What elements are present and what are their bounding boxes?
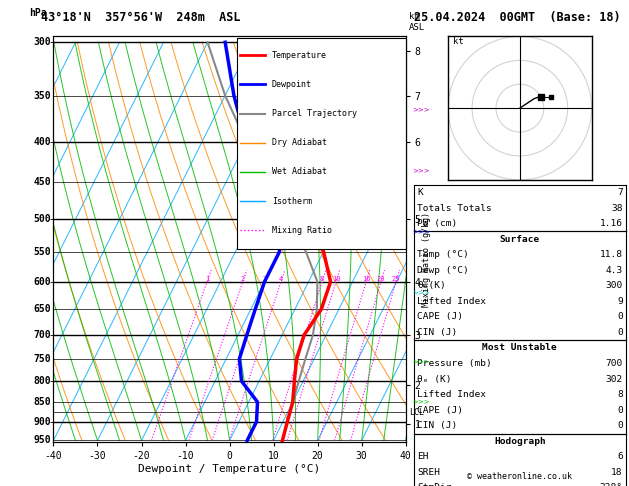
Text: >>>: >>> (412, 358, 430, 364)
Text: 400: 400 (33, 137, 51, 147)
Text: >>>: >>> (412, 228, 430, 234)
Text: Surface: Surface (500, 235, 540, 243)
Text: 10: 10 (331, 276, 340, 282)
Text: 7: 7 (617, 188, 623, 197)
Text: 16: 16 (362, 276, 370, 282)
Text: 20: 20 (377, 276, 385, 282)
Text: EH: EH (417, 452, 428, 461)
Text: Lifted Index: Lifted Index (417, 297, 486, 306)
X-axis label: Dewpoint / Temperature (°C): Dewpoint / Temperature (°C) (138, 464, 321, 474)
Text: 25: 25 (392, 276, 400, 282)
Text: 500: 500 (33, 214, 51, 224)
Text: 4.3: 4.3 (606, 266, 623, 275)
Text: 0: 0 (617, 328, 623, 337)
Text: 0: 0 (617, 312, 623, 321)
Text: 2: 2 (241, 276, 245, 282)
Text: SREH: SREH (417, 468, 440, 477)
Text: 550: 550 (33, 246, 51, 257)
Text: CIN (J): CIN (J) (417, 328, 457, 337)
Text: LCL: LCL (409, 408, 424, 417)
Text: Most Unstable: Most Unstable (482, 344, 557, 352)
Text: 750: 750 (33, 354, 51, 364)
Text: Dry Adiabat: Dry Adiabat (272, 139, 327, 147)
Text: 300: 300 (33, 37, 51, 47)
Text: θₑ (K): θₑ (K) (417, 375, 452, 383)
Text: >>>: >>> (412, 106, 430, 112)
Text: 850: 850 (33, 397, 51, 407)
Text: PW (cm): PW (cm) (417, 219, 457, 228)
Text: Mixing Ratio: Mixing Ratio (272, 226, 332, 235)
Text: 1: 1 (205, 276, 209, 282)
Text: km
ASL: km ASL (409, 12, 425, 32)
Text: 650: 650 (33, 304, 51, 314)
Text: Dewp (°C): Dewp (°C) (417, 266, 469, 275)
Text: 900: 900 (33, 417, 51, 427)
Text: Lifted Index: Lifted Index (417, 390, 486, 399)
Text: 38: 38 (611, 204, 623, 212)
Text: 9: 9 (617, 297, 623, 306)
Text: 6: 6 (617, 452, 623, 461)
Text: Hodograph: Hodograph (494, 437, 546, 446)
Text: 8: 8 (617, 390, 623, 399)
Text: CIN (J): CIN (J) (417, 421, 457, 430)
Text: Dewpoint: Dewpoint (272, 80, 312, 89)
Text: Pressure (mb): Pressure (mb) (417, 359, 492, 368)
Text: 350: 350 (33, 90, 51, 101)
Text: Temp (°C): Temp (°C) (417, 250, 469, 259)
Text: 450: 450 (33, 177, 51, 187)
Text: 700: 700 (606, 359, 623, 368)
Text: 8: 8 (320, 276, 324, 282)
Text: 700: 700 (33, 330, 51, 340)
Text: >>>: >>> (412, 289, 430, 295)
Text: 11.8: 11.8 (599, 250, 623, 259)
Text: 328°: 328° (599, 484, 623, 486)
Text: >>>: >>> (412, 167, 430, 174)
Text: 800: 800 (33, 376, 51, 386)
Text: 302: 302 (606, 375, 623, 383)
Text: 0: 0 (617, 421, 623, 430)
Text: Mixing Ratio (g/kg): Mixing Ratio (g/kg) (421, 212, 431, 307)
Text: StmDir: StmDir (417, 484, 452, 486)
Text: Parcel Trajectory: Parcel Trajectory (272, 109, 357, 118)
Text: 25.04.2024  00GMT  (Base: 18): 25.04.2024 00GMT (Base: 18) (414, 11, 620, 24)
Text: hPa: hPa (29, 8, 47, 18)
Text: Temperature: Temperature (272, 51, 327, 60)
Text: Wet Adiabat: Wet Adiabat (272, 168, 327, 176)
Bar (237, 38, 406, 249)
Text: 43°18'N  357°56'W  248m  ASL: 43°18'N 357°56'W 248m ASL (41, 11, 240, 24)
Text: 1.16: 1.16 (599, 219, 623, 228)
Text: K: K (417, 188, 423, 197)
Text: CAPE (J): CAPE (J) (417, 312, 463, 321)
Text: © weatheronline.co.uk: © weatheronline.co.uk (467, 472, 572, 481)
Text: 600: 600 (33, 277, 51, 287)
Text: 300: 300 (606, 281, 623, 290)
Text: 4: 4 (279, 276, 283, 282)
Text: CAPE (J): CAPE (J) (417, 406, 463, 415)
Text: Isotherm: Isotherm (272, 197, 312, 206)
Text: 18: 18 (611, 468, 623, 477)
Text: 0: 0 (617, 406, 623, 415)
Text: θₑ(K): θₑ(K) (417, 281, 446, 290)
Text: kt: kt (453, 36, 464, 46)
Text: Totals Totals: Totals Totals (417, 204, 492, 212)
Text: 3: 3 (263, 276, 267, 282)
Text: 950: 950 (33, 435, 51, 446)
Text: >>>: >>> (412, 399, 430, 405)
